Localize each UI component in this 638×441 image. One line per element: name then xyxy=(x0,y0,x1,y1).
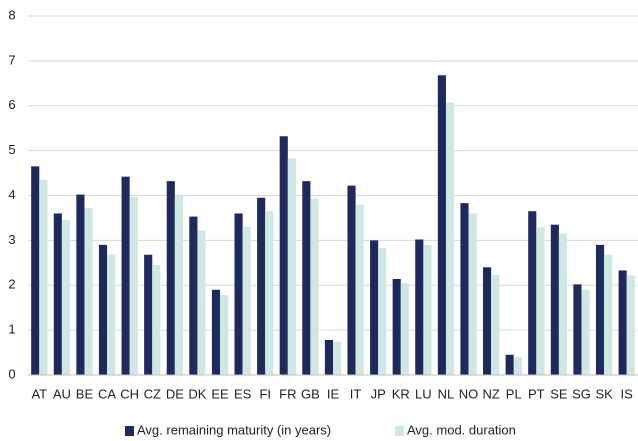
x-tick-label: LU xyxy=(415,386,432,401)
bar xyxy=(324,339,333,375)
x-tick-label: PT xyxy=(528,386,545,401)
x-tick-label: DK xyxy=(188,386,206,401)
x-tick-label: CZ xyxy=(144,386,161,401)
x-tick-label: AU xyxy=(53,386,71,401)
x-tick-label: NL xyxy=(438,386,455,401)
bar xyxy=(129,196,138,375)
x-tick-label: BE xyxy=(76,386,94,401)
x-tick-label: SG xyxy=(572,386,591,401)
bar xyxy=(287,158,296,375)
bar xyxy=(152,265,161,375)
bar xyxy=(573,284,582,375)
legend-swatch xyxy=(125,426,134,436)
legend-label: Avg. remaining maturity (in years) xyxy=(137,422,331,437)
x-tick-label: CH xyxy=(120,386,139,401)
bar xyxy=(392,278,401,375)
bar xyxy=(53,213,62,375)
bar xyxy=(197,230,206,375)
x-tick-label: NZ xyxy=(482,386,499,401)
bar xyxy=(220,295,229,375)
x-tick-label: JP xyxy=(371,386,386,401)
y-tick-label: 8 xyxy=(8,7,15,22)
x-tick-label: IE xyxy=(327,386,340,401)
bar xyxy=(445,102,455,375)
bar xyxy=(595,244,605,375)
x-tick-label: ES xyxy=(234,386,252,401)
bar xyxy=(528,211,537,375)
bar xyxy=(400,283,409,375)
bar xyxy=(347,185,356,375)
bar xyxy=(558,233,568,375)
x-tick-label: FI xyxy=(259,386,271,401)
x-tick-label: FR xyxy=(279,386,296,401)
bar xyxy=(107,254,116,375)
bar xyxy=(513,357,522,375)
bar xyxy=(31,166,40,375)
x-tick-label: EE xyxy=(211,386,229,401)
x-tick-label: SK xyxy=(595,386,613,401)
bar xyxy=(76,194,85,375)
bar xyxy=(211,289,221,375)
y-tick-label: 1 xyxy=(8,322,15,337)
bar xyxy=(370,240,379,375)
bar xyxy=(242,226,251,375)
y-tick-label: 3 xyxy=(8,232,15,247)
bar xyxy=(61,220,71,375)
bar xyxy=(355,204,364,375)
y-tick-label: 0 xyxy=(8,366,15,381)
bar xyxy=(257,197,266,375)
bar xyxy=(189,216,198,375)
x-tick-label: PL xyxy=(506,386,522,401)
bar xyxy=(378,248,387,375)
x-tick-label: SE xyxy=(550,386,568,401)
x-tick-label: KR xyxy=(392,386,410,401)
x-tick-label: DE xyxy=(166,386,184,401)
bar xyxy=(84,208,93,375)
y-tick-label: 2 xyxy=(8,277,15,292)
bar xyxy=(234,213,243,375)
bar xyxy=(581,289,590,375)
x-tick-label: CA xyxy=(98,386,116,401)
y-tick-label: 4 xyxy=(8,187,15,202)
bar xyxy=(460,203,469,375)
y-tick-label: 6 xyxy=(8,97,15,112)
bar xyxy=(437,75,446,376)
bar xyxy=(166,181,175,375)
legend-swatch xyxy=(395,426,404,436)
y-tick-label: 5 xyxy=(8,142,15,157)
bar xyxy=(144,254,153,375)
bar xyxy=(279,136,288,375)
bar xyxy=(423,244,432,375)
x-tick-label: NO xyxy=(459,386,479,401)
y-tick-label: 7 xyxy=(8,52,15,67)
bar xyxy=(265,211,274,375)
x-tick-label: IT xyxy=(350,386,362,401)
bar xyxy=(310,198,319,375)
bar xyxy=(626,275,635,375)
bar xyxy=(333,341,342,375)
bar xyxy=(121,176,130,375)
x-tick-label: GB xyxy=(301,386,320,401)
bar xyxy=(468,213,477,375)
x-tick-label: AT xyxy=(31,386,47,401)
bar xyxy=(536,226,545,375)
bar xyxy=(550,224,559,375)
bar xyxy=(39,179,48,375)
bar xyxy=(505,354,514,375)
bar xyxy=(174,195,183,375)
bar xyxy=(491,274,500,375)
bar xyxy=(618,270,627,375)
x-tick-label: IS xyxy=(621,386,634,401)
bar xyxy=(604,254,613,375)
legend-label: Avg. mod. duration xyxy=(407,422,516,437)
bar xyxy=(98,244,108,375)
bar xyxy=(302,181,311,375)
bar xyxy=(415,239,424,375)
bar xyxy=(483,267,492,375)
